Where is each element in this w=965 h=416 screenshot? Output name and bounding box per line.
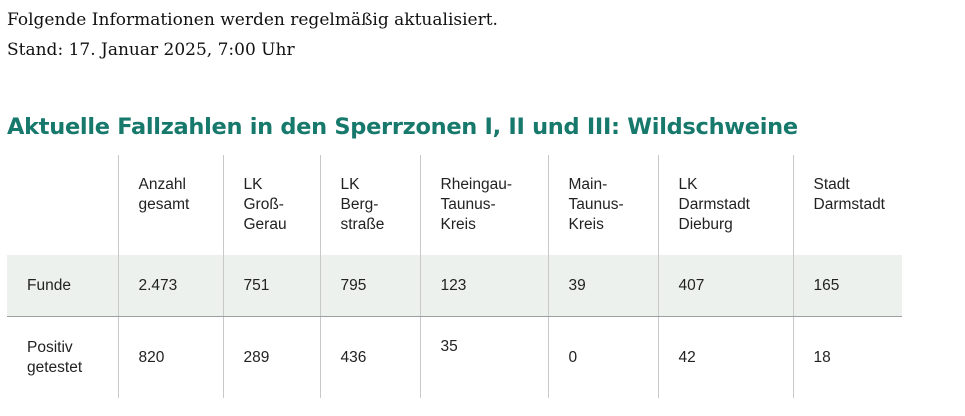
cell-text: Taunus- [568,196,624,213]
row-label: Positiv getestet [7,317,118,399]
cell-text: Dieburg [678,216,733,233]
page-title: Aktuelle Fallzahlen in den Sperrzonen I,… [7,114,798,140]
table-cell: 39 [547,255,658,317]
cell-text: Darmstadt [678,196,751,213]
cell-text: Gerau [243,216,287,233]
table-row-positiv-getestet: Positiv getestet 820 289 436 35 0 42 18 [7,316,902,399]
table-cell: 42 [657,316,793,398]
cell-text: Taunus- [440,196,496,213]
column-header: Stadt Darmstadt [792,155,902,255]
cell-text: Anzahl [138,176,186,193]
header-row: Anzahl gesamt LK Groß- Gerau LK Berg-straße Rhe… [7,155,902,255]
cell-text: Berg- [340,196,379,213]
cell-text: Main- [568,176,608,193]
case-table-container[interactable]: Anzahl gesamt LK Groß- Gerau LK Berg-straße Rhe… [7,155,902,398]
cell-text: straße [340,216,385,233]
cell-text: Groß- [243,196,284,213]
cell-text: LK [243,176,263,193]
cell-text: Rheingau- [440,176,513,193]
cell-text: LK [678,176,698,193]
cell-text: getestet [27,358,83,376]
column-header [7,155,118,255]
table-cell: 0 [547,316,658,398]
cell-text: Stadt [813,176,850,193]
column-header: Anzahl gesamt [117,155,223,255]
table-cell: 820 [117,316,223,398]
cell-text: Kreis [568,216,604,233]
table-row-funde: Funde 2.473 751 795 123 39 407 165 [7,255,902,317]
table-cell: 2.473 [117,255,223,317]
cell-text: Positiv [27,338,73,356]
table-cell: 165 [792,255,902,317]
table-cell: 407 [657,255,793,317]
table-cell: 18 [792,316,902,398]
cell-text: gesamt [138,196,190,213]
row-label: Funde [7,255,118,317]
case-table: Anzahl gesamt LK Groß- Gerau LK Berg-straße Rhe… [7,155,902,398]
status-date: Stand: 17. Januar 2025, 7:00 Uhr [7,40,295,60]
table-cell: 795 [319,255,420,317]
table-cell: 35 [419,316,548,398]
table-cell: 751 [222,255,320,317]
table-cell: 436 [319,316,420,398]
cell-text: Kreis [440,216,476,233]
table-cell: 289 [222,316,320,398]
column-header: LK Groß- Gerau [222,155,320,255]
column-header: LK Berg-straße [319,155,420,255]
table-cell: 123 [419,255,548,317]
update-notice: Folgende Informationen werden regelmäßig… [7,10,498,30]
cell-text: LK [340,176,360,193]
cell-text: Darmstadt [813,196,886,213]
column-header: Rheingau- Taunus- Kreis [419,155,548,255]
column-header: Main- Taunus- Kreis [547,155,658,255]
column-header: LK Darmstadt Dieburg [657,155,793,255]
cell-text: Funde [27,276,71,294]
